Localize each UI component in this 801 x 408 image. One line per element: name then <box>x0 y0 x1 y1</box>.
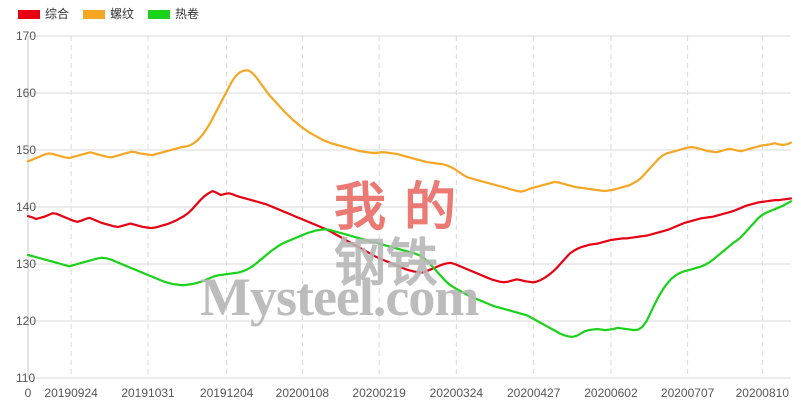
y-tick-label: 120 <box>16 314 37 328</box>
x-tick-label: 20200324 <box>429 386 484 400</box>
series-line-3 <box>26 200 793 339</box>
x-tick-label: 20200810 <box>735 386 789 400</box>
chart-legend: 综合 螺纹 热卷 <box>18 8 199 20</box>
x-tick-label: 20191204 <box>199 386 254 400</box>
series-lines <box>26 69 793 339</box>
x-tick-label: 20200427 <box>507 386 561 400</box>
legend-label-1: 综合 <box>45 7 70 21</box>
series-line-1 <box>26 189 793 284</box>
x-tick-label: 20200108 <box>275 386 330 400</box>
x-tick-label: 20200602 <box>584 386 638 400</box>
y-tick-label: 140 <box>16 200 37 214</box>
x-tick-label: 20200219 <box>352 386 406 400</box>
legend-item-luowen[interactable]: 螺纹 <box>83 8 134 20</box>
x-tick-label: 20191031 <box>121 386 175 400</box>
legend-item-zonghe[interactable]: 综合 <box>18 8 69 20</box>
y-tick-label: 150 <box>16 143 37 157</box>
gridlines <box>27 35 791 379</box>
y-tick-label: 110 <box>16 371 36 385</box>
x-tick-label: 20190924 <box>44 386 98 400</box>
y-tick-label: 160 <box>16 86 37 100</box>
y-tick-label: 170 <box>16 29 37 43</box>
legend-label-3: 热卷 <box>175 7 200 21</box>
x-tick-label: 0 <box>24 386 32 400</box>
legend-swatch-2 <box>83 9 106 19</box>
series-line-2 <box>26 69 793 193</box>
y-tick-label: 130 <box>16 257 37 271</box>
legend-swatch-1 <box>18 9 40 19</box>
legend-swatch-3 <box>148 9 171 19</box>
x-tick-label: 20200707 <box>660 386 715 400</box>
legend-item-requan[interactable]: 热卷 <box>148 8 199 20</box>
legend-label-2: 螺纹 <box>110 7 135 21</box>
